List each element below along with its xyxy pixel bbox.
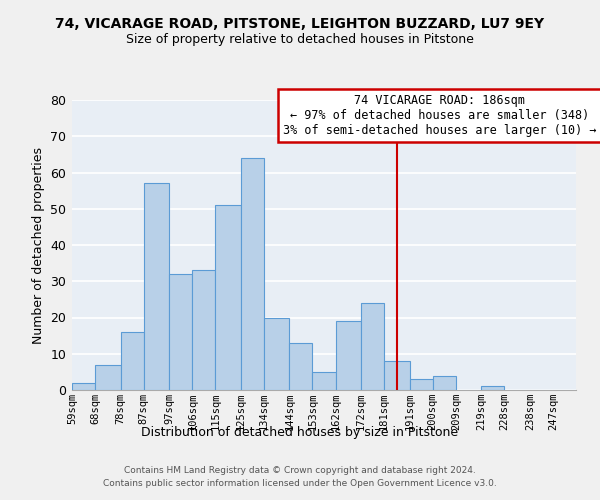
Bar	[481, 386, 505, 390]
Bar	[215, 205, 241, 390]
Bar	[335, 321, 361, 390]
Text: Size of property relative to detached houses in Pitstone: Size of property relative to detached ho…	[126, 32, 474, 46]
Text: 74, VICARAGE ROAD, PITSTONE, LEIGHTON BUZZARD, LU7 9EY: 74, VICARAGE ROAD, PITSTONE, LEIGHTON BU…	[55, 18, 545, 32]
Bar	[169, 274, 192, 390]
Y-axis label: Number of detached properties: Number of detached properties	[32, 146, 45, 344]
Text: Contains HM Land Registry data © Crown copyright and database right 2024.
Contai: Contains HM Land Registry data © Crown c…	[103, 466, 497, 487]
Bar	[410, 379, 433, 390]
Bar	[241, 158, 264, 390]
Bar	[313, 372, 335, 390]
Bar	[72, 383, 95, 390]
Bar	[289, 343, 313, 390]
Bar	[433, 376, 456, 390]
Bar	[143, 184, 169, 390]
Bar	[361, 303, 384, 390]
Bar	[95, 364, 121, 390]
Text: 74 VICARAGE ROAD: 186sqm
← 97% of detached houses are smaller (348)
3% of semi-d: 74 VICARAGE ROAD: 186sqm ← 97% of detach…	[283, 94, 596, 137]
Text: Distribution of detached houses by size in Pitstone: Distribution of detached houses by size …	[142, 426, 458, 439]
Bar	[121, 332, 143, 390]
Bar	[264, 318, 289, 390]
Bar	[192, 270, 215, 390]
Bar	[384, 361, 410, 390]
